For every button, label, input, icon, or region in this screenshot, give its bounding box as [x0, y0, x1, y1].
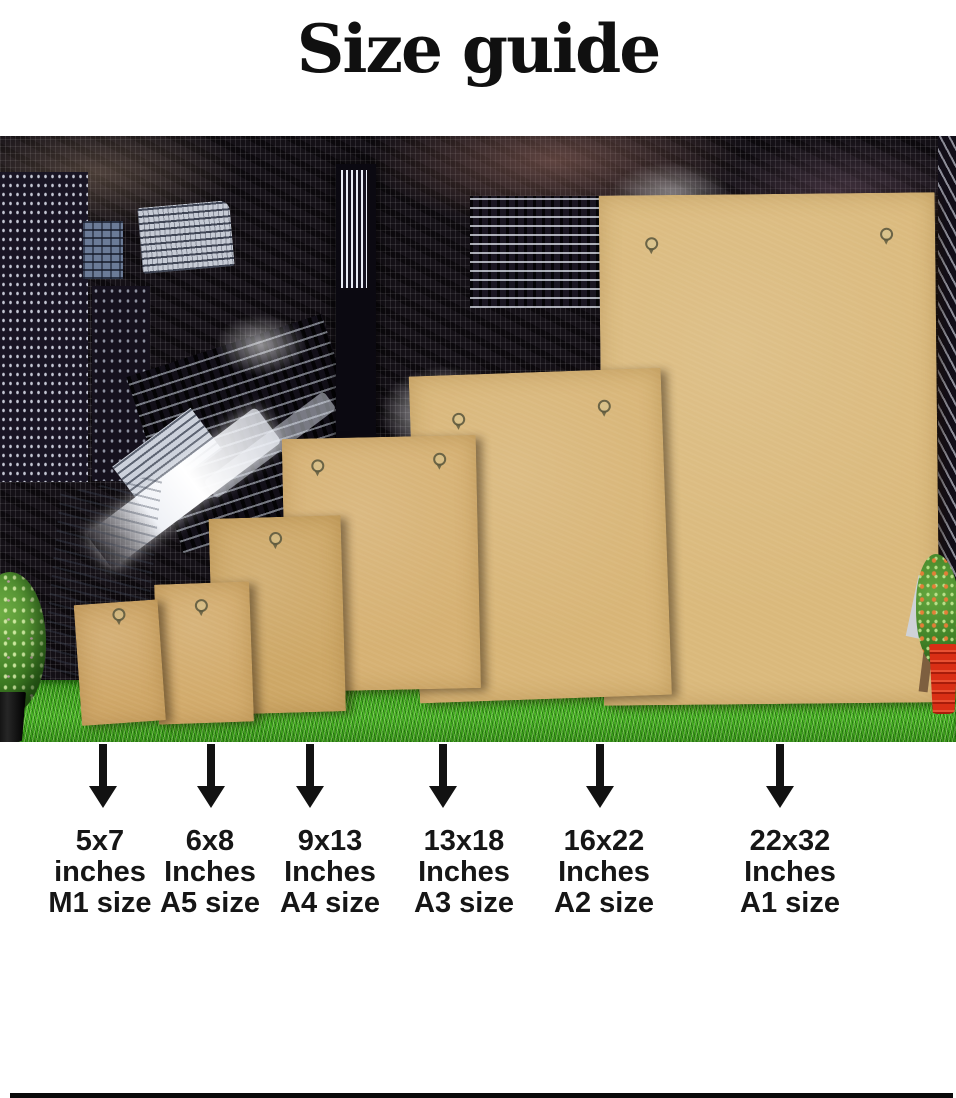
left-plant-pot	[0, 692, 26, 742]
size-dims: 6x8	[185, 825, 235, 857]
down-arrow-icon	[197, 744, 225, 810]
size-dims: 22x32	[749, 825, 831, 857]
d-ring-hanger-icon	[311, 459, 325, 473]
size-code: A4 size	[280, 887, 380, 919]
city-building	[0, 172, 88, 482]
down-arrow-icon	[766, 744, 794, 810]
city-building	[137, 200, 235, 274]
size-label-13x18: 13x18 Inches A3 size	[379, 826, 549, 919]
d-ring-hanger-icon	[597, 399, 612, 414]
d-ring-hanger-icon	[268, 531, 283, 546]
size-code: A3 size	[414, 887, 514, 919]
city-lights-glow	[215, 314, 307, 376]
size-unit: Inches	[744, 856, 836, 888]
size-label-16x22: 16x22 Inches A2 size	[519, 826, 689, 919]
size-label-6x8: 6x8 Inches A5 size	[125, 826, 295, 919]
d-ring-hanger-icon	[880, 227, 894, 241]
size-unit: Inches	[558, 856, 650, 888]
board-6x8-a5	[154, 581, 254, 725]
page-title: Size guide	[296, 10, 662, 88]
board-5x7-m1	[73, 599, 166, 726]
down-arrow-icon	[586, 744, 614, 810]
size-unit: Inches	[284, 856, 376, 888]
d-ring-hanger-icon	[645, 237, 659, 251]
size-unit: Inches	[164, 856, 256, 888]
size-dims: 13x18	[423, 825, 505, 857]
d-ring-hanger-icon	[433, 452, 447, 466]
d-ring-hanger-icon	[451, 412, 466, 427]
size-code: A5 size	[160, 887, 260, 919]
size-dims: 9x13	[297, 825, 363, 857]
size-dims: 5x7	[75, 825, 125, 857]
size-code: A2 size	[554, 887, 654, 919]
size-code: M1 size	[48, 887, 152, 919]
down-arrow-icon	[296, 744, 324, 810]
size-label-9x13: 9x13 Inches A4 size	[245, 826, 415, 919]
down-arrow-icon	[429, 744, 457, 810]
city-building	[470, 196, 600, 308]
down-arrow-icon	[89, 744, 117, 810]
size-label-22x32: 22x32 Inches A1 size	[705, 826, 875, 919]
city-building	[341, 170, 367, 288]
size-label-5x7: 5x7 inches M1 size	[15, 826, 185, 919]
d-ring-hanger-icon	[194, 598, 209, 613]
right-plant-pot	[929, 644, 956, 714]
size-unit: inches	[54, 856, 146, 888]
d-ring-hanger-icon	[111, 607, 126, 622]
city-building	[938, 136, 956, 680]
size-code: A1 size	[740, 887, 840, 919]
product-photo	[0, 136, 956, 742]
size-dims: 16x22	[563, 825, 645, 857]
city-building	[83, 221, 123, 279]
size-unit: Inches	[418, 856, 510, 888]
bottom-border-bar	[10, 1093, 953, 1098]
